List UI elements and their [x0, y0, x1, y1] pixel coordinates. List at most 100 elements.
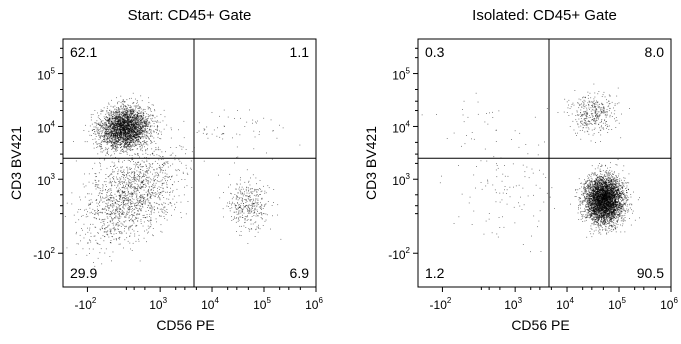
- event-point-2918: [105, 127, 106, 128]
- event-point-4378: [98, 233, 99, 234]
- event-point-1153: [107, 108, 108, 109]
- event-point-3442: [144, 197, 145, 198]
- event-point-3255: [143, 203, 144, 204]
- event-point-2882: [133, 135, 134, 136]
- event-point-3894: [124, 198, 125, 199]
- event-point-2602: [135, 106, 136, 107]
- event-point-2331: [96, 141, 97, 142]
- event-point-4916: [152, 154, 153, 155]
- event-point-1911: [113, 128, 114, 129]
- event-point-1430: [155, 129, 156, 130]
- event-point-3678: [136, 181, 137, 182]
- event-point-2957: [116, 141, 117, 142]
- event-point-1190: [100, 143, 101, 144]
- event-point-2995: [150, 115, 151, 116]
- event-point-654: [115, 120, 116, 121]
- event-point-4707: [249, 231, 250, 232]
- event-point-3409: [128, 205, 129, 206]
- event-point-3126: [128, 184, 129, 185]
- event-point-3450: [80, 199, 81, 200]
- event-point-3700: [143, 226, 144, 227]
- event-point-4021: [118, 181, 119, 182]
- event-point-2904: [98, 117, 99, 118]
- event-point-1695: [126, 151, 127, 152]
- event-point-3782: [157, 208, 158, 209]
- event-point-3873: [164, 207, 165, 208]
- event-point-3186: [111, 229, 112, 230]
- event-point-1632: [118, 115, 119, 116]
- event-point-987: [149, 107, 150, 108]
- event-point-3989: [165, 176, 166, 177]
- event-point-3804: [159, 204, 160, 205]
- event-point-4796: [232, 203, 233, 204]
- event-point-3159: [104, 253, 105, 254]
- event-point-2982: [139, 115, 140, 116]
- event-point-955: [143, 115, 144, 116]
- event-point-4329: [166, 162, 167, 163]
- event-point-3162: [108, 237, 109, 238]
- event-point-2232: [110, 119, 111, 120]
- event-point-4802: [257, 189, 258, 190]
- event-point-4875: [207, 133, 208, 134]
- event-point-4622: [242, 217, 243, 218]
- event-point-2116: [111, 120, 112, 121]
- event-point-4200: [110, 197, 111, 198]
- event-point-2955: [133, 139, 134, 140]
- event-point-4904: [277, 138, 278, 139]
- event-point-1285: [110, 123, 111, 124]
- event-point-4431: [132, 201, 133, 202]
- event-point-3937: [149, 187, 150, 188]
- event-point-3961: [179, 161, 180, 162]
- event-point-3729: [130, 176, 131, 177]
- event-point-3867: [96, 176, 97, 177]
- event-point-4313: [120, 209, 121, 210]
- event-point-3759: [120, 179, 121, 180]
- event-point-4533: [231, 220, 232, 221]
- event-point-3862: [156, 203, 157, 204]
- event-point-3757: [105, 178, 106, 179]
- event-point-3614: [132, 208, 133, 209]
- event-point-816: [139, 144, 140, 145]
- event-point-2215: [131, 138, 132, 139]
- event-point-3809: [146, 160, 147, 161]
- event-point-3920: [110, 214, 111, 215]
- event-point-2907: [127, 122, 128, 123]
- event-point-3311: [110, 216, 111, 217]
- event-point-4235: [131, 172, 132, 173]
- event-point-2965: [138, 122, 139, 123]
- event-point-2804: [108, 135, 109, 136]
- event-point-3577: [148, 184, 149, 185]
- event-point-4094: [129, 227, 130, 228]
- event-point-3951: [135, 144, 136, 145]
- event-point-3705: [108, 205, 109, 206]
- event-point-2696: [123, 116, 124, 117]
- event-point-4718: [248, 205, 249, 206]
- event-point-2999: [146, 123, 147, 124]
- event-point-2771: [131, 127, 132, 128]
- event-point-2843: [132, 118, 133, 119]
- event-point-3082: [153, 228, 154, 229]
- event-point-3257: [90, 233, 91, 234]
- event-point-3905: [140, 200, 141, 201]
- event-point-3122: [91, 236, 92, 237]
- event-point-4486: [137, 231, 138, 232]
- event-point-1565: [92, 124, 93, 125]
- event-point-1471: [154, 110, 155, 111]
- event-point-4269: [154, 181, 155, 182]
- event-point-2937: [130, 121, 131, 122]
- event-point-3519: [107, 230, 108, 231]
- event-point-2405: [120, 142, 121, 143]
- event-point-2733: [106, 131, 107, 132]
- event-point-3900: [140, 129, 141, 130]
- event-point-4099: [163, 177, 164, 178]
- event-point-1646: [158, 122, 159, 123]
- event-point-4374: [125, 177, 126, 178]
- event-point-4552: [239, 217, 240, 218]
- event-point-2580: [129, 130, 130, 131]
- event-point-4385: [115, 213, 116, 214]
- event-point-2715: [118, 116, 119, 117]
- event-point-4060: [132, 150, 133, 151]
- event-point-3749: [122, 214, 123, 215]
- event-point-3861: [143, 166, 144, 167]
- event-point-3347: [105, 208, 106, 209]
